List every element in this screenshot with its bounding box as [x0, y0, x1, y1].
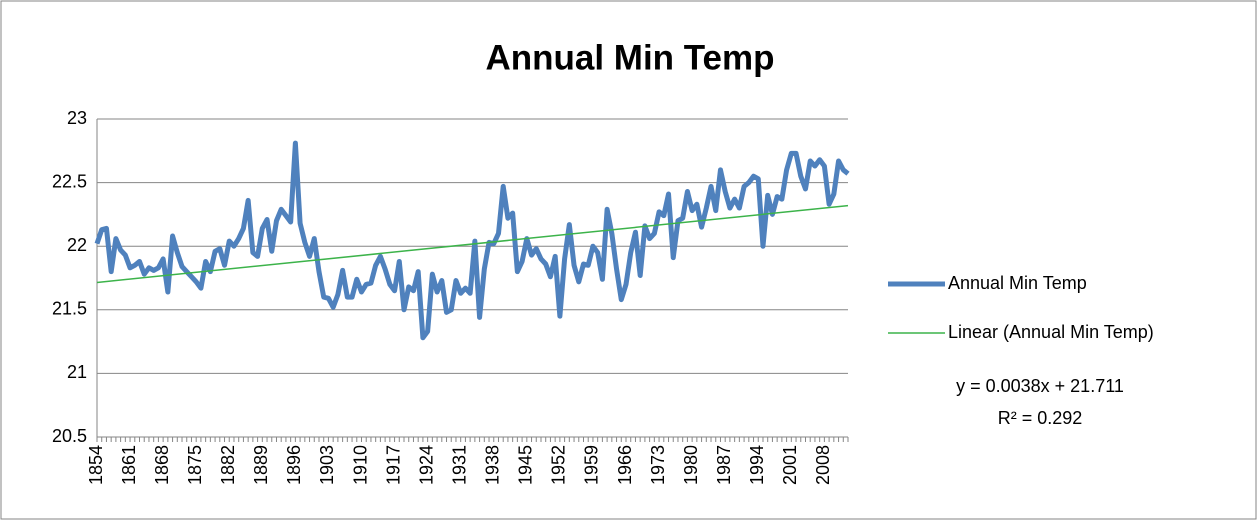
trend-equation: y = 0.0038x + 21.711	[956, 376, 1124, 396]
x-tick-label: 1868	[152, 445, 172, 485]
y-tick-label: 20.5	[52, 426, 87, 446]
y-tick-label: 21.5	[52, 299, 87, 319]
x-tick-label: 1945	[516, 445, 536, 485]
chart-title: Annual Min Temp	[485, 38, 774, 77]
x-tick-label: 1903	[317, 445, 337, 485]
y-tick-label: 23	[67, 108, 87, 128]
trend-line	[96, 204, 849, 284]
y-tick-label: 21	[67, 362, 87, 382]
x-tick-label: 2001	[780, 445, 800, 485]
x-tick-label: 1959	[582, 445, 602, 485]
y-tick-label: 22.5	[52, 171, 87, 191]
x-tick-label: 1966	[615, 445, 635, 485]
x-tick-label: 1987	[714, 445, 734, 485]
x-tick-label: 1875	[185, 445, 205, 485]
x-tick-label: 1917	[383, 445, 403, 485]
x-tick-label: 2008	[813, 445, 833, 485]
legend-label: Annual Min Temp	[948, 273, 1087, 293]
x-tick-label: 1896	[284, 445, 304, 485]
data-line	[94, 140, 850, 341]
x-tick-label: 1924	[416, 445, 436, 485]
y-tick-label: 22	[67, 235, 87, 255]
x-tick-label: 1938	[483, 445, 503, 485]
x-tick-label: 1861	[119, 445, 139, 485]
x-tick-label: 1889	[251, 445, 271, 485]
x-tick-label: 1854	[86, 445, 106, 485]
x-tick-label: 1980	[681, 445, 701, 485]
x-tick-label: 1952	[549, 445, 569, 485]
x-tick-label: 1994	[747, 445, 767, 485]
x-tick-label: 1973	[648, 445, 668, 485]
trend-r2: R² = 0.292	[998, 408, 1083, 428]
legend-label: Linear (Annual Min Temp)	[948, 322, 1154, 342]
x-tick-label: 1931	[449, 445, 469, 485]
x-tick-label: 1910	[350, 445, 370, 485]
x-tick-label: 1882	[218, 445, 238, 485]
